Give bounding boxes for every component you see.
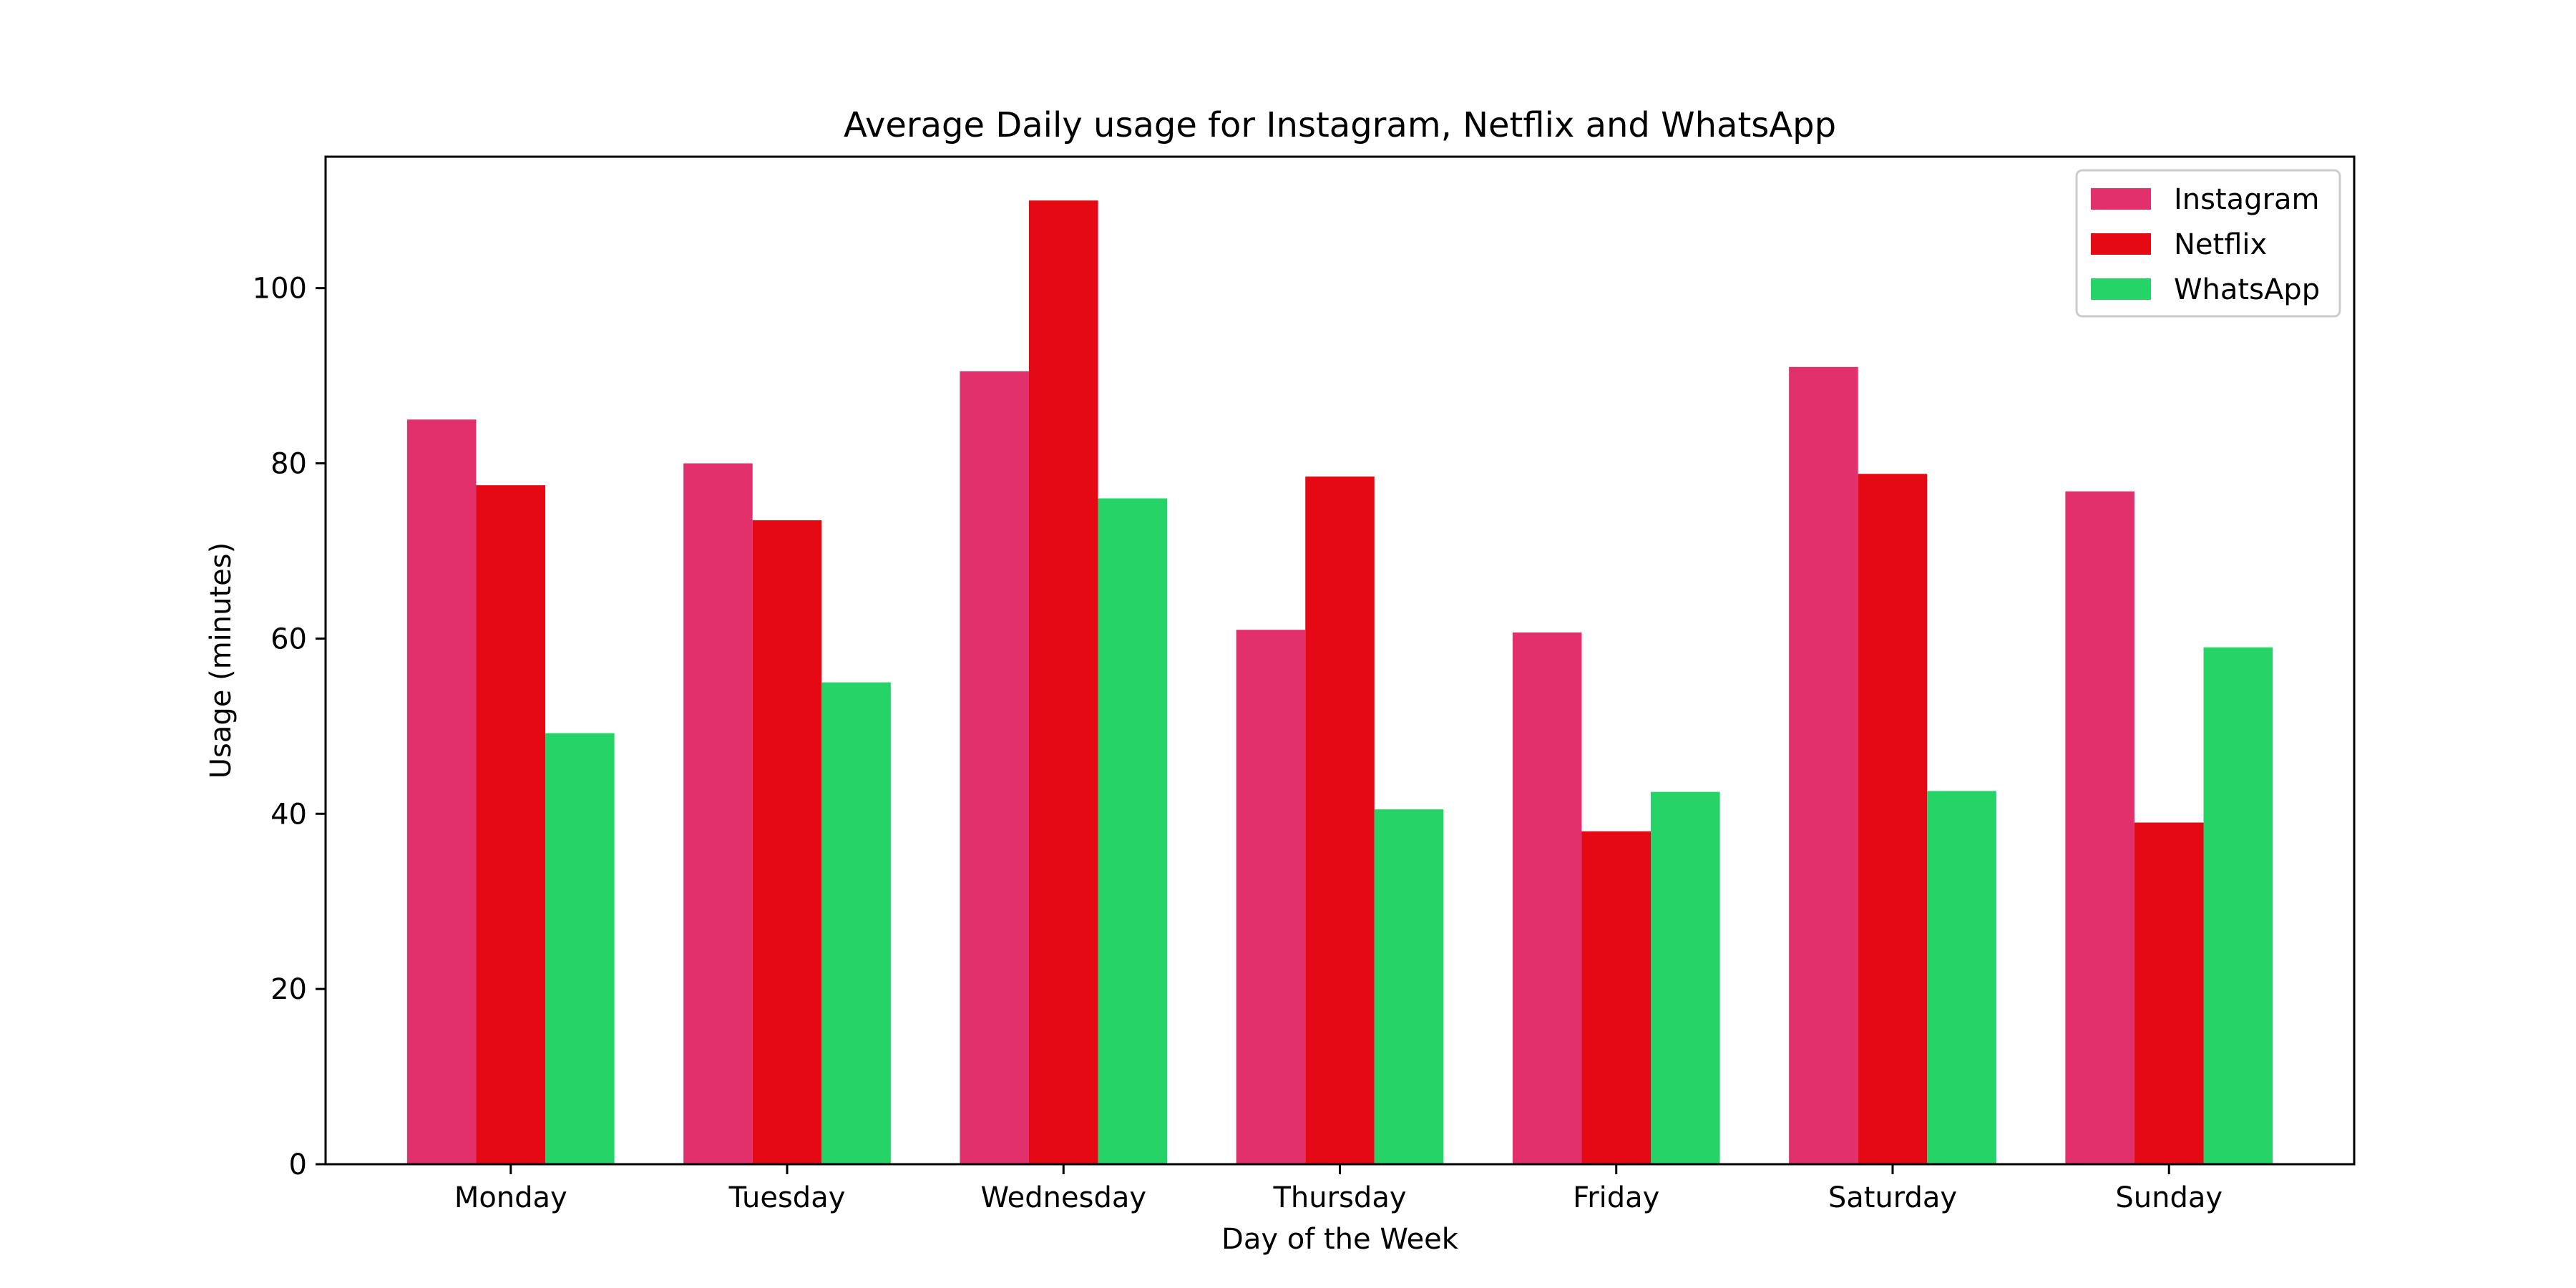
- bar-netflix-monday: [476, 485, 546, 1164]
- legend-label-whatsapp: WhatsApp: [2174, 273, 2320, 306]
- x-tick-label-monday: Monday: [454, 1181, 567, 1214]
- x-tick-label-sunday: Sunday: [2115, 1181, 2223, 1214]
- x-axis: Monday Tuesday Wednesday Thursday Friday Satu…: [454, 1164, 2223, 1214]
- x-tick-label-tuesday: Tuesday: [728, 1181, 846, 1214]
- bar-netflix-thursday: [1305, 476, 1375, 1164]
- x-tick-label-wednesday: Wednesday: [980, 1181, 1146, 1214]
- bar-netflix-friday: [1581, 831, 1652, 1164]
- y-tick-label: 100: [253, 273, 307, 306]
- y-axis-title: Usage (minutes): [205, 542, 238, 779]
- y-tick-label: 40: [270, 798, 307, 831]
- bar-whatsapp-tuesday: [821, 682, 891, 1164]
- x-tick-label-saturday: Saturday: [1828, 1181, 1957, 1214]
- bar-whatsapp-friday: [1651, 791, 1720, 1164]
- bar-instagram-sunday: [2065, 491, 2135, 1164]
- bar-instagram-friday: [1512, 632, 1582, 1164]
- bar-instagram-monday: [406, 419, 477, 1164]
- chart-title: Average Daily usage for Instagram, Netfl…: [844, 105, 1836, 145]
- legend-swatch-whatsapp: [2091, 278, 2151, 300]
- bar-instagram-tuesday: [683, 463, 753, 1164]
- legend-swatch-netflix: [2091, 233, 2151, 255]
- legend-label-netflix: Netflix: [2174, 228, 2267, 261]
- bar-netflix-wednesday: [1028, 200, 1098, 1164]
- bar-whatsapp-thursday: [1374, 809, 1444, 1164]
- x-axis-title: Day of the Week: [1221, 1223, 1459, 1256]
- x-tick-label-friday: Friday: [1573, 1181, 1659, 1214]
- bar-whatsapp-monday: [545, 733, 615, 1164]
- bar-netflix-tuesday: [752, 520, 822, 1164]
- bar-whatsapp-sunday: [2203, 647, 2273, 1164]
- bar-whatsapp-wednesday: [1098, 498, 1168, 1164]
- bar-instagram-saturday: [1789, 366, 1858, 1164]
- legend-label-instagram: Instagram: [2174, 183, 2320, 216]
- bar-instagram-thursday: [1236, 630, 1306, 1164]
- bar-netflix-sunday: [2134, 822, 2204, 1164]
- legend-swatch-instagram: [2091, 188, 2151, 210]
- bar-instagram-wednesday: [960, 371, 1029, 1164]
- legend: Instagram Netflix WhatsApp: [2075, 169, 2341, 318]
- y-tick-label: 0: [289, 1148, 307, 1181]
- y-tick-label: 80: [270, 448, 307, 481]
- y-axis: 0 20 40 60 80 100: [253, 273, 326, 1181]
- bar-whatsapp-saturday: [1927, 791, 1996, 1164]
- bar-netflix-saturday: [1858, 474, 1928, 1164]
- bars-group: [406, 200, 2273, 1164]
- y-tick-label: 60: [270, 623, 307, 655]
- x-tick-label-thursday: Thursday: [1273, 1181, 1407, 1214]
- y-tick-label: 20: [270, 973, 307, 1006]
